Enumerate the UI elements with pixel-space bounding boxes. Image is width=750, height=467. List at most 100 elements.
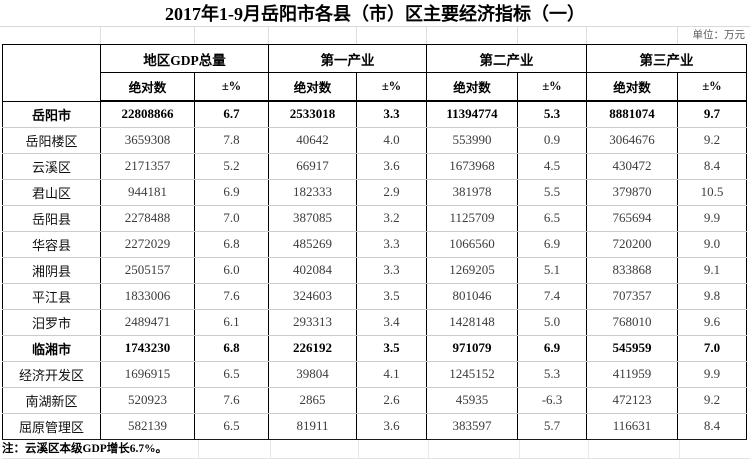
subheader-tertiary-growth: ±% (677, 72, 747, 102)
value-cell: 8.4 (677, 152, 747, 180)
region-header-cell (2, 44, 101, 102)
value-cell: 9.0 (677, 230, 747, 258)
value-cell: 2533018 (268, 100, 357, 128)
value-cell: 1673968 (426, 152, 518, 180)
value-cell: 3064676 (586, 126, 678, 154)
value-cell: 3.6 (356, 412, 427, 440)
value-cell: 1428148 (426, 308, 518, 336)
value-cell: 9.9 (677, 360, 747, 388)
value-cell: 4.0 (356, 126, 427, 154)
value-cell: 5.7 (517, 412, 587, 440)
value-cell: 116631 (586, 412, 678, 440)
value-cell: 1269205 (426, 256, 518, 284)
subheader-tertiary-absolute: 绝对数 (586, 72, 678, 102)
value-cell: 379870 (586, 178, 678, 206)
value-cell: 5.0 (517, 308, 587, 336)
value-cell: 833868 (586, 256, 678, 284)
value-cell: 801046 (426, 282, 518, 310)
value-cell: 39804 (268, 360, 357, 388)
table-row: 岳阳县 2278488 7.0 387085 3.2 1125709 6.5 7… (2, 204, 747, 232)
value-cell: 0.9 (517, 126, 587, 154)
value-cell: 720200 (586, 230, 678, 258)
value-cell: 1066560 (426, 230, 518, 258)
value-cell: 6.7 (194, 100, 269, 128)
value-cell: 6.1 (194, 308, 269, 336)
table-row: 君山区 944181 6.9 182333 2.9 381978 5.5 379… (2, 178, 747, 206)
table-row: 云溪区 2171357 5.2 66917 3.6 1673968 4.5 43… (2, 152, 747, 180)
value-cell: 66917 (268, 152, 357, 180)
value-cell: 9.2 (677, 386, 747, 414)
region-cell: 南湖新区 (2, 386, 101, 414)
value-cell: 520923 (100, 386, 195, 414)
value-cell: 9.2 (677, 126, 747, 154)
subheader-gdp-absolute: 绝对数 (100, 72, 195, 102)
table-body: 岳阳市 22808866 6.7 2533018 3.3 11394774 5.… (2, 100, 747, 440)
value-cell: 971079 (426, 334, 518, 362)
value-cell: 768010 (586, 308, 678, 336)
value-cell: 4.1 (356, 360, 427, 388)
value-cell: 226192 (268, 334, 357, 362)
region-cell: 华容县 (2, 230, 101, 258)
subheader-primary-absolute: 绝对数 (268, 72, 357, 102)
value-cell: 6.5 (194, 412, 269, 440)
value-cell: 5.3 (517, 360, 587, 388)
value-cell: 5.3 (517, 100, 587, 128)
value-cell: 4.5 (517, 152, 587, 180)
value-cell: 9.9 (677, 204, 747, 232)
table-row: 平江县 1833006 7.6 324603 3.5 801046 7.4 70… (2, 282, 747, 310)
value-cell: 2278488 (100, 204, 195, 232)
value-cell: 545959 (586, 334, 678, 362)
value-cell: 582139 (100, 412, 195, 440)
value-cell: 6.8 (194, 230, 269, 258)
value-cell: 707357 (586, 282, 678, 310)
value-cell: 5.2 (194, 152, 269, 180)
page-title: 2017年1-9月岳阳市各县（市）区主要经济指标（一） (165, 4, 585, 24)
value-cell: 324603 (268, 282, 357, 310)
value-cell: 45935 (426, 386, 518, 414)
value-cell: -6.3 (517, 386, 587, 414)
value-cell: 6.9 (194, 178, 269, 206)
value-cell: 7.6 (194, 386, 269, 414)
region-cell: 平江县 (2, 282, 101, 310)
value-cell: 5.1 (517, 256, 587, 284)
value-cell: 7.4 (517, 282, 587, 310)
value-cell: 22808866 (100, 100, 195, 128)
subheader-secondary-growth: ±% (517, 72, 587, 102)
table-row: 华容县 2272029 6.8 485269 3.3 1066560 6.9 7… (2, 230, 747, 258)
value-cell: 3.3 (356, 256, 427, 284)
table-row: 汨罗市 2489471 6.1 293313 3.4 1428148 5.0 7… (2, 308, 747, 336)
value-cell: 383597 (426, 412, 518, 440)
value-cell: 3.5 (356, 282, 427, 310)
value-cell: 485269 (268, 230, 357, 258)
value-cell: 6.5 (194, 360, 269, 388)
value-cell: 2505157 (100, 256, 195, 284)
value-cell: 1833006 (100, 282, 195, 310)
value-cell: 3.2 (356, 204, 427, 232)
table-row: 岳阳楼区 3659308 7.8 40642 4.0 553990 0.9 30… (2, 126, 747, 154)
value-cell: 40642 (268, 126, 357, 154)
value-cell: 1696915 (100, 360, 195, 388)
value-cell: 1743230 (100, 334, 195, 362)
value-cell: 3.5 (356, 334, 427, 362)
value-cell: 430472 (586, 152, 678, 180)
table-row: 岳阳市 22808866 6.7 2533018 3.3 11394774 5.… (2, 100, 747, 128)
value-cell: 1125709 (426, 204, 518, 232)
value-cell: 7.0 (194, 204, 269, 232)
table-row: 南湖新区 520923 7.6 2865 2.6 45935 -6.3 4721… (2, 386, 747, 414)
value-cell: 3.4 (356, 308, 427, 336)
value-cell: 2865 (268, 386, 357, 414)
value-cell: 6.8 (194, 334, 269, 362)
table-header: 地区GDP总量 第一产业 第二产业 第三产业 绝对数 ±% 绝对数 ±% 绝对数… (2, 44, 747, 102)
value-cell: 6.5 (517, 204, 587, 232)
value-cell: 7.8 (194, 126, 269, 154)
value-cell: 81911 (268, 412, 357, 440)
table-row: 经济开发区 1696915 6.5 39804 4.1 1245152 5.3 … (2, 360, 747, 388)
value-cell: 9.1 (677, 256, 747, 284)
value-cell: 10.5 (677, 178, 747, 206)
value-cell: 3.3 (356, 100, 427, 128)
value-cell: 765694 (586, 204, 678, 232)
value-cell: 2.9 (356, 178, 427, 206)
value-cell: 2171357 (100, 152, 195, 180)
subheader-gdp-growth: ±% (194, 72, 269, 102)
